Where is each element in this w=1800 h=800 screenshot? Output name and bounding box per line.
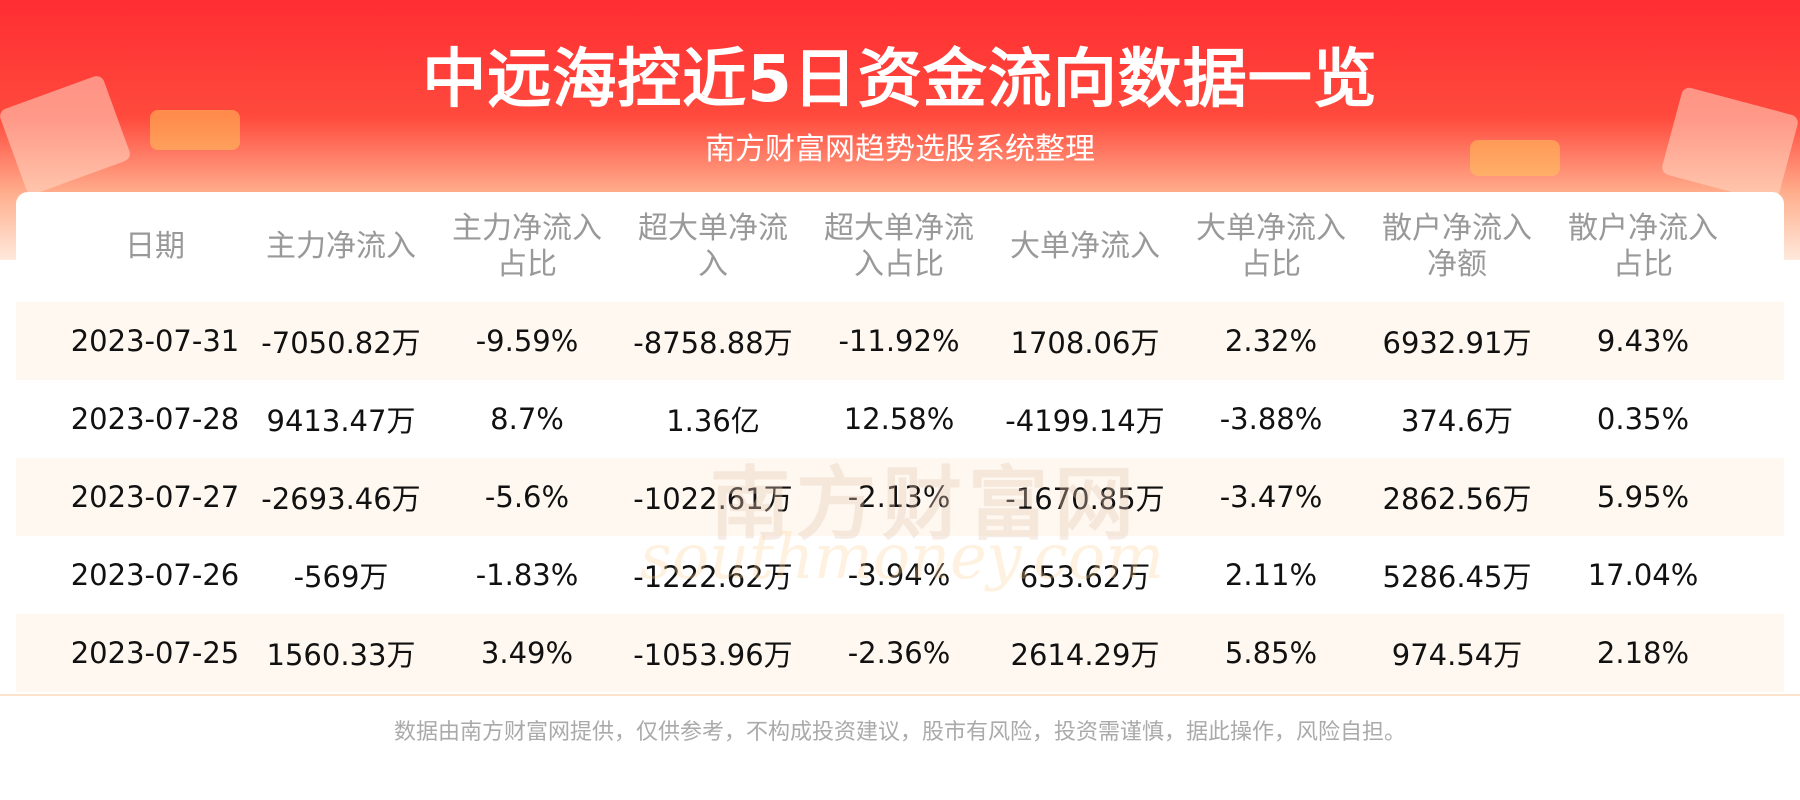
table-cell: 2.32% <box>1224 324 1318 358</box>
table-row: 2023-07-25 1560.33万 3.49% -1053.96万 -2.36% 26… <box>16 614 1784 692</box>
table-cell: 2023-07-26 <box>70 558 240 592</box>
table-cell: -5.6% <box>484 480 570 514</box>
title: 中远海控近5日资金流向数据一览 <box>422 43 1378 117</box>
column-header: 主力净流入占比 <box>452 211 602 282</box>
table-cell: -3.47% <box>1219 480 1323 514</box>
table-row: 2023-07-31 -7050.82万 -9.59% -8758.88万 -11.92… <box>16 302 1784 380</box>
column-header: 大单净流入占比 <box>1196 211 1346 282</box>
table-cell: -2.36% <box>847 636 951 670</box>
table-cell: 5.85% <box>1224 636 1318 670</box>
table-cell: -4199.14万 <box>1005 404 1165 438</box>
table-cell: 2023-07-27 <box>70 480 240 514</box>
column-header: 超大单净流入占比 <box>824 211 974 282</box>
table-row: 2023-07-27 -2693.46万 -5.6% -1022.61万 -2.13% -… <box>16 458 1784 536</box>
table-cell: 2614.29万 <box>1010 638 1160 672</box>
table-cell: 653.62万 <box>1019 560 1151 594</box>
table-cell: -1.83% <box>475 558 579 592</box>
table-cell: 2.18% <box>1596 636 1690 670</box>
table-cell: 1708.06万 <box>1010 326 1160 360</box>
divider <box>0 694 1800 696</box>
table-cell: -9.59% <box>475 324 579 358</box>
table-cell: 2.11% <box>1224 558 1318 592</box>
header-row: 日期 主力净流入 主力净流入占比 超大单净流入 超大单净流入占比 大单净流入 大单净流入占比… <box>16 192 1784 302</box>
table-cell: 6932.91万 <box>1382 326 1532 360</box>
table-cell: -1222.62万 <box>633 560 793 594</box>
table-row: 2023-07-28 9413.47万 8.7% 1.36亿 12.58% -4199.1… <box>16 380 1784 458</box>
table-cell: 2023-07-25 <box>70 636 240 670</box>
decoration <box>150 110 240 150</box>
watermark: southmoney.com <box>640 520 1165 593</box>
decoration <box>1470 140 1560 176</box>
table-cell: 1.36亿 <box>666 404 760 438</box>
table-cell: -11.92% <box>838 324 960 358</box>
table-cell: -3.94% <box>847 558 951 592</box>
subtitle: 南方财富网趋势选股系统整理 <box>705 132 1095 167</box>
table-cell: 9.43% <box>1596 324 1690 358</box>
column-header: 超大单净流入 <box>638 211 788 282</box>
table-cell: 5286.45万 <box>1382 560 1532 594</box>
table-cell: -3.88% <box>1219 402 1323 436</box>
table-cell: -1670.85万 <box>1005 482 1165 516</box>
table-cell: 2023-07-31 <box>70 324 240 358</box>
table-cell: 12.58% <box>843 402 955 436</box>
column-header: 大单净流入 <box>1010 229 1160 264</box>
table-cell: -2693.46万 <box>261 482 421 516</box>
watermark: 南方财富网 <box>710 458 1140 551</box>
column-header: 散户净流入净额 <box>1382 211 1532 282</box>
table-cell: 2023-07-28 <box>70 402 240 436</box>
disclaimer: 数据由南方财富网提供，仅供参考，不构成投资建议，股市有风险，投资需谨慎，据此操作… <box>393 720 1406 745</box>
column-header: 日期 <box>125 229 185 264</box>
table-cell: -7050.82万 <box>261 326 421 360</box>
table-cell: 3.49% <box>480 636 574 670</box>
table-cell: -1053.96万 <box>633 638 793 672</box>
column-header: 主力净流入 <box>266 229 416 264</box>
table-cell: 8.7% <box>490 402 564 436</box>
column-header: 散户净流入占比 <box>1568 211 1718 282</box>
table-cell: -2.13% <box>847 480 951 514</box>
table-cell: 5.95% <box>1596 480 1690 514</box>
table-cell: -8758.88万 <box>633 326 793 360</box>
table-cell: 17.04% <box>1587 558 1699 592</box>
table-cell: 0.35% <box>1596 402 1690 436</box>
table-cell: 9413.47万 <box>266 404 416 438</box>
table-row: 2023-07-26 -569万 -1.83% -1222.62万 -3.94% 653.… <box>16 536 1784 614</box>
table-cell: 2862.56万 <box>1382 482 1532 516</box>
table-cell: 374.6万 <box>1400 404 1514 438</box>
table-cell: -569万 <box>293 560 389 594</box>
table-cell: -1022.61万 <box>633 482 793 516</box>
table-cell: 974.54万 <box>1391 638 1523 672</box>
table-cell: 1560.33万 <box>266 638 416 672</box>
